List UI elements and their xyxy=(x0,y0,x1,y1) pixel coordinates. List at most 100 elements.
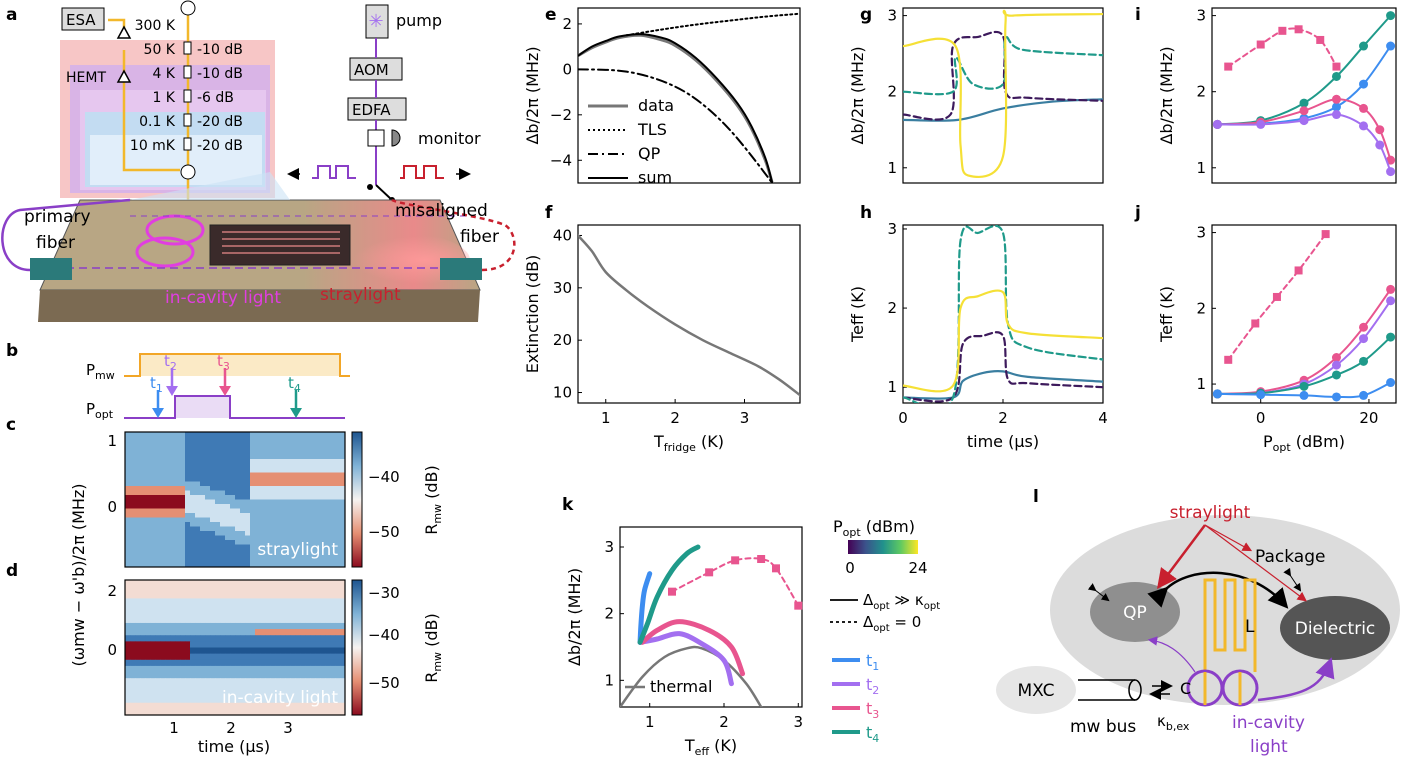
heat-cell xyxy=(205,702,211,710)
heat-cell xyxy=(315,702,321,710)
heat-cell xyxy=(230,684,236,691)
heat-cell xyxy=(290,481,296,487)
heat-cell xyxy=(230,544,236,550)
heat-cell xyxy=(290,553,296,559)
heat-cell xyxy=(295,635,301,642)
heat-cell xyxy=(335,549,341,554)
heat-cell xyxy=(185,598,191,606)
heat-cell xyxy=(220,665,226,673)
heat-cell xyxy=(260,517,266,523)
heat-cell xyxy=(290,450,296,455)
heat-cell xyxy=(320,562,326,568)
attenuator-icon xyxy=(183,113,192,127)
heat-cell xyxy=(155,445,161,451)
heat-cell xyxy=(220,549,226,554)
heat-cell xyxy=(145,463,151,469)
heat-cell xyxy=(330,702,336,710)
series-e-TLS xyxy=(625,12,800,37)
heat-cell xyxy=(215,522,221,527)
heat-cell xyxy=(210,445,216,451)
heat-cell xyxy=(300,495,306,500)
heat-cell xyxy=(140,445,146,451)
heat-cell xyxy=(160,678,166,685)
heat-cell xyxy=(205,690,211,698)
heat-cell xyxy=(300,678,306,685)
heat-cell xyxy=(305,459,311,464)
heat-cell xyxy=(160,549,166,554)
heat-cell xyxy=(325,672,331,679)
heat-cell xyxy=(145,659,151,667)
heat-cell xyxy=(140,535,146,541)
heat-cell xyxy=(135,622,141,630)
heat-cell xyxy=(315,690,321,698)
ylabel-h: Teff (K) xyxy=(848,286,867,343)
heat-cell xyxy=(275,604,281,612)
marker-dot-i xyxy=(1299,98,1309,108)
heat-cell xyxy=(210,495,216,500)
heat-cell xyxy=(150,531,156,536)
heat-cell xyxy=(325,592,331,599)
heat-cell xyxy=(295,508,301,514)
heat-cell xyxy=(265,468,271,473)
heat-cell xyxy=(145,459,151,464)
heat-cell xyxy=(175,586,181,593)
heat-cell xyxy=(340,665,346,673)
heat-cell xyxy=(200,477,206,482)
heat-cell xyxy=(330,463,336,469)
ytick-j: 1 xyxy=(1196,375,1206,393)
heat-cell xyxy=(150,535,156,541)
heat-cell xyxy=(275,562,281,568)
heat-cell xyxy=(185,702,191,710)
heat-cell xyxy=(285,696,291,704)
heat-cell xyxy=(135,468,141,473)
heat-cell xyxy=(310,558,316,563)
heat-cell xyxy=(305,463,311,469)
heat-cell xyxy=(295,513,301,518)
heat-cell xyxy=(310,544,316,550)
heat-cell xyxy=(215,562,221,568)
heat-cell xyxy=(240,481,246,487)
heat-cell xyxy=(145,490,151,496)
heat-cell xyxy=(310,481,316,487)
heat-cell xyxy=(195,495,201,500)
heat-cell xyxy=(330,486,336,491)
heat-cell xyxy=(165,544,171,550)
heat-cell xyxy=(150,432,156,437)
heat-cell xyxy=(320,486,326,491)
heat-cell xyxy=(285,544,291,550)
panel-label-f: f xyxy=(545,203,553,223)
heat-cell xyxy=(160,432,166,437)
heat-cell xyxy=(340,684,346,691)
heat-cell xyxy=(340,553,346,559)
heat-cell xyxy=(260,508,266,514)
heat-cell xyxy=(275,490,281,496)
heat-cell xyxy=(275,517,281,523)
heat-cell xyxy=(250,580,256,587)
heat-cell xyxy=(330,653,336,661)
heat-cell xyxy=(160,622,166,630)
in-cavity-label-1: in-cavity xyxy=(1232,713,1305,733)
heat-cell xyxy=(300,635,306,642)
marker-dot-i xyxy=(1386,167,1396,177)
heat-cell xyxy=(155,463,161,469)
heat-cell xyxy=(335,690,341,698)
heat-cell xyxy=(295,708,301,716)
heat-cell xyxy=(300,504,306,509)
cd-ylabel: (ωmw − ω'b)/2π (MHz) xyxy=(69,483,88,666)
heat-cell xyxy=(310,535,316,541)
heat-cell xyxy=(210,477,216,482)
heat-cell xyxy=(150,477,156,482)
heat-cell xyxy=(195,490,201,496)
heat-cell xyxy=(200,490,206,496)
heat-cell xyxy=(260,653,266,661)
heat-cell xyxy=(300,696,306,704)
marker-dot-j xyxy=(1386,284,1396,294)
heat-cell xyxy=(240,592,246,599)
heat-cell xyxy=(270,441,276,446)
heat-cell xyxy=(320,481,326,487)
axes-box-h xyxy=(902,224,1104,404)
heat-cell xyxy=(340,445,346,451)
heat-cell xyxy=(320,708,326,716)
heat-cell xyxy=(190,659,196,667)
heat-cell xyxy=(160,441,166,446)
